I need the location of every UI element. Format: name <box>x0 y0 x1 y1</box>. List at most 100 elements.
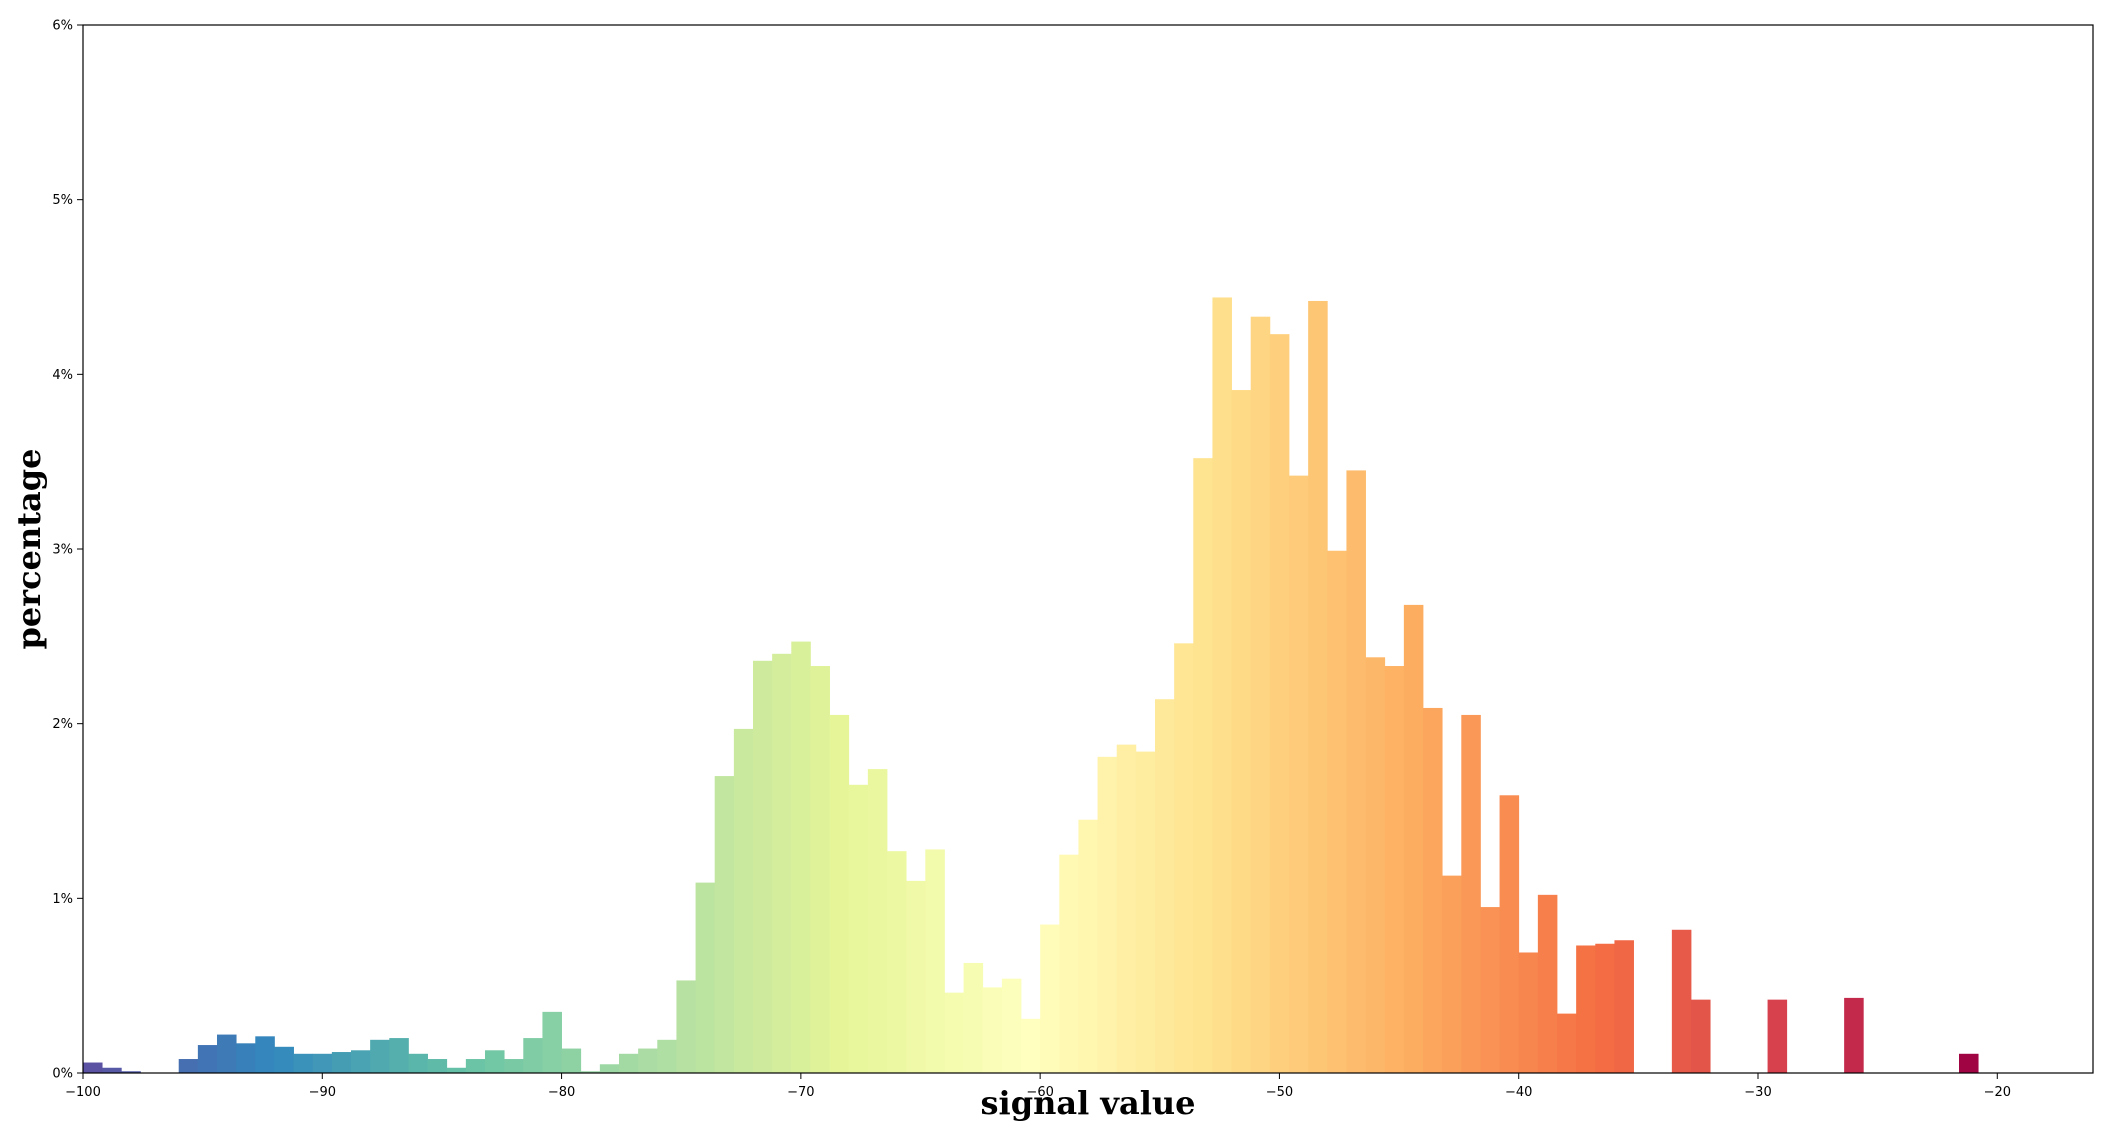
histogram-bar <box>848 784 869 1073</box>
y-tick-label: 2% <box>52 717 73 732</box>
histogram-bar <box>1384 666 1405 1073</box>
histogram-bar <box>1518 952 1539 1073</box>
x-tick-label: −50 <box>1266 1085 1293 1100</box>
histogram-bar <box>523 1038 543 1073</box>
histogram-bar <box>638 1048 658 1073</box>
histogram-bar <box>1557 1013 1577 1073</box>
histogram-bar <box>944 992 964 1073</box>
histogram-bar <box>657 1039 677 1073</box>
histogram-bar <box>619 1053 639 1073</box>
histogram-bar <box>102 1067 122 1073</box>
histogram-bar <box>1346 470 1366 1073</box>
histogram-bar <box>1959 1053 1979 1073</box>
histogram-bar <box>1480 907 1500 1073</box>
histogram-bar <box>121 1071 141 1073</box>
histogram-bar <box>1212 297 1232 1074</box>
y-tick-label: 0% <box>52 1067 73 1082</box>
histogram-bar <box>236 1043 256 1073</box>
histogram-bar <box>504 1059 524 1073</box>
histogram-bar <box>1040 924 1060 1073</box>
histogram-bar <box>1537 894 1558 1073</box>
histogram-bar <box>485 1050 505 1073</box>
histogram-bar <box>829 714 850 1073</box>
histogram-bar <box>312 1053 333 1073</box>
histogram-bar <box>1001 978 1022 1073</box>
histogram-bar <box>733 728 754 1073</box>
histogram-bar <box>906 880 926 1073</box>
histogram-bars <box>83 297 1979 1074</box>
histogram-bar <box>1671 929 1692 1073</box>
histogram-bar <box>580 1071 601 1073</box>
histogram-bar <box>1442 875 1462 1073</box>
histogram-bar <box>1289 475 1309 1073</box>
histogram-bar <box>1403 604 1424 1073</box>
histogram-bar <box>867 769 888 1073</box>
y-tick-label: 6% <box>52 19 73 34</box>
histogram-bar <box>1116 744 1137 1073</box>
x-tick-label: −30 <box>1744 1085 1771 1100</box>
histogram-bar <box>714 776 735 1073</box>
y-tick-label: 5% <box>52 193 73 208</box>
histogram-bar <box>1461 714 1481 1073</box>
histogram-bar <box>1365 657 1386 1073</box>
histogram-bar <box>408 1053 428 1073</box>
histogram-bar <box>1269 334 1290 1073</box>
histogram-bar <box>1231 390 1252 1073</box>
histogram-bar <box>197 1045 218 1073</box>
histogram-bar <box>925 849 945 1073</box>
histogram-bar <box>963 962 984 1073</box>
histogram-bar <box>982 987 1003 1073</box>
histogram-bar <box>1250 316 1271 1073</box>
histogram-bar <box>83 1062 103 1073</box>
histogram-bar <box>255 1036 275 1073</box>
histogram-bar <box>427 1059 448 1073</box>
x-tick-label: −20 <box>1984 1085 2011 1100</box>
y-axis-label: percentage <box>10 449 48 650</box>
histogram-bar <box>542 1011 562 1073</box>
histogram-bar <box>1327 550 1347 1073</box>
x-axis-label: signal value <box>981 1084 1196 1122</box>
histogram-bar <box>446 1067 467 1073</box>
y-tick-label: 3% <box>52 543 73 558</box>
histogram-bar <box>887 851 907 1073</box>
histogram-bar <box>331 1052 352 1073</box>
histogram-bar <box>217 1034 237 1073</box>
histogram-bar <box>753 660 773 1073</box>
x-tick-label: −40 <box>1505 1085 1532 1100</box>
histogram-bar <box>370 1039 390 1073</box>
histogram-bar <box>1423 707 1443 1073</box>
histogram-bar <box>1135 751 1156 1073</box>
histogram-bar <box>178 1059 199 1073</box>
histogram-bar <box>676 980 696 1073</box>
histogram-bar <box>389 1038 409 1073</box>
histogram-bar <box>1576 945 1596 1073</box>
x-tick-label: −60 <box>1026 1085 1053 1100</box>
histogram-bar <box>1078 819 1098 1073</box>
histogram-bar <box>1059 854 1079 1073</box>
histogram-bar <box>1097 756 1118 1073</box>
histogram-bar <box>695 882 716 1073</box>
y-axis: 0% 1% 2% 3% 4% 5% 6% <box>52 19 83 1082</box>
histogram-bar <box>274 1046 294 1073</box>
histogram-bar <box>465 1059 486 1073</box>
histogram-bar <box>791 641 811 1073</box>
histogram-bar <box>293 1053 314 1073</box>
histogram-bar <box>1767 999 1788 1073</box>
x-tick-label: −90 <box>309 1085 336 1100</box>
histogram-bar <box>1691 999 1711 1073</box>
x-axis: −100 −90 −80 −70 −60 −50 −40 −30 −20 <box>65 1073 2011 1100</box>
x-tick-label: −80 <box>548 1085 575 1100</box>
histogram-bar <box>1193 458 1213 1073</box>
y-tick-label: 4% <box>52 368 73 383</box>
histogram-bar <box>1021 1018 1041 1073</box>
y-tick-label: 1% <box>52 892 73 907</box>
histogram-bar <box>1308 300 1328 1074</box>
histogram-bar <box>1614 940 1634 1073</box>
histogram-bar <box>772 653 792 1073</box>
histogram-bar <box>1174 643 1194 1073</box>
histogram-bar <box>1499 795 1520 1073</box>
x-tick-label: −100 <box>65 1085 101 1100</box>
histogram-bar <box>1155 699 1175 1073</box>
histogram-bar <box>351 1050 371 1073</box>
